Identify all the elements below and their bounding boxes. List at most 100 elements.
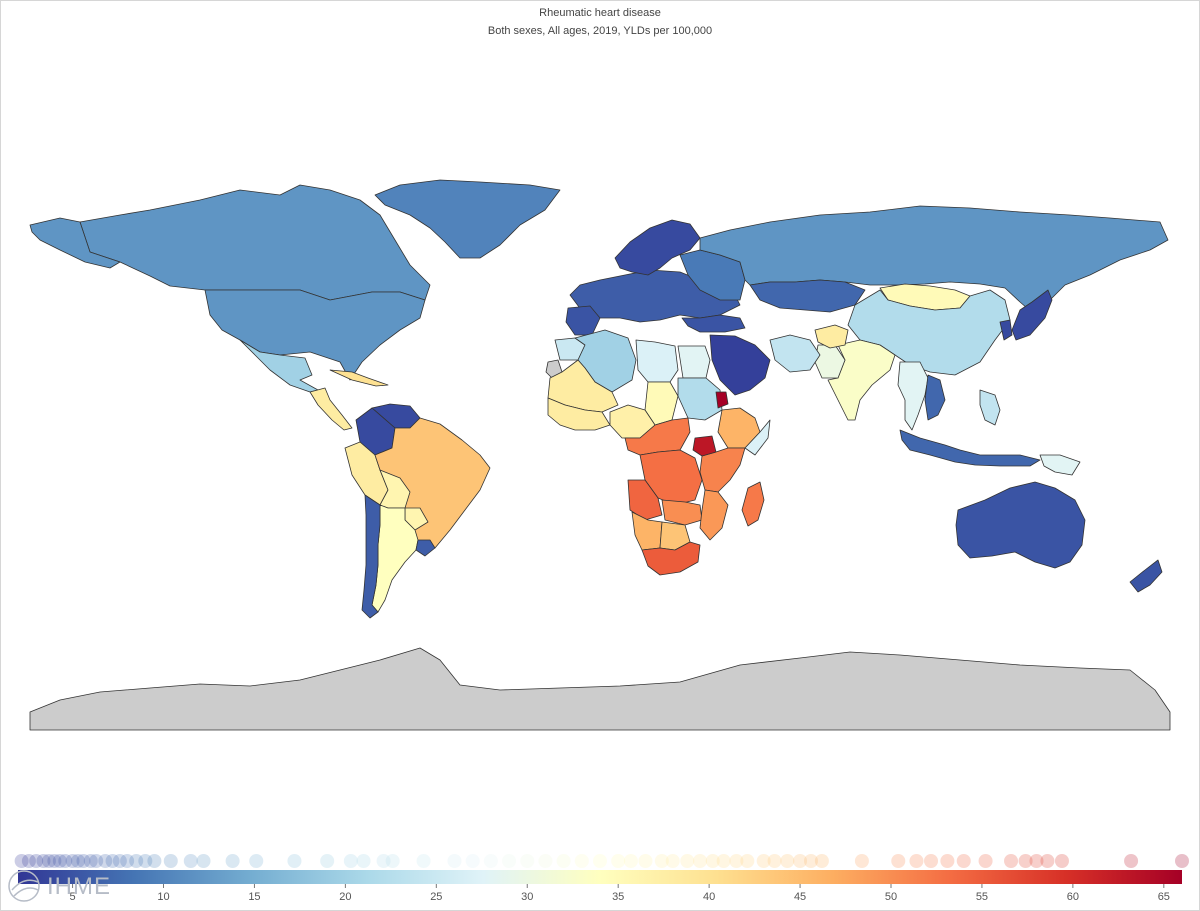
world-map: CanadaUnited States Greenland Alaska Mexico… <box>29 179 1171 731</box>
legend-dot <box>593 854 607 868</box>
legend-tick-label: 60 <box>1067 891 1079 903</box>
region-mozambique[interactable]: Mozambique <box>699 489 729 541</box>
region-papua-new-guinea[interactable]: Papua New Guinea <box>1039 454 1081 476</box>
legend-dot <box>538 854 553 868</box>
legend-dot <box>740 854 755 868</box>
region-afghanistan[interactable]: Afghanistan <box>814 324 849 349</box>
region-turkey[interactable]: Turkey <box>681 314 746 333</box>
legend-tick-label: 55 <box>976 891 988 903</box>
ihme-logo-icon <box>8 870 40 902</box>
legend-dot <box>129 854 144 868</box>
ihme-logo-text: IHME <box>47 873 111 900</box>
legend-dot <box>183 854 198 868</box>
legend-ticks: 5 10 15 20 25 30 35 40 45 50 55 60 65 <box>70 884 1170 903</box>
legend-dot <box>98 854 113 868</box>
region-caribbean[interactable]: Caribbean <box>329 369 389 387</box>
legend-tick-label: 35 <box>612 891 624 903</box>
legend-dot <box>138 854 153 868</box>
legend-dot <box>756 854 771 868</box>
region-japan[interactable]: Japan <box>1011 289 1053 341</box>
region-central-africa[interactable]: Central Africa <box>624 417 691 456</box>
legend-tick-label: 45 <box>794 891 806 903</box>
region-antarctica[interactable]: Antarctica <box>29 647 1171 731</box>
legend-dot <box>14 854 29 868</box>
region-scandinavia[interactable]: Scandinavia <box>614 219 701 276</box>
region-libya[interactable]: Libya <box>635 339 679 383</box>
region-sudan[interactable]: Sudan <box>677 377 723 421</box>
legend-dot <box>465 854 480 868</box>
legend-dot <box>29 854 44 868</box>
legend-dot <box>654 854 669 868</box>
legend-dot <box>356 854 371 868</box>
region-kazakhstan[interactable]: Kazakhstan <box>749 279 866 313</box>
legend-dot <box>225 854 240 868</box>
region-south-africa[interactable]: South Africa <box>641 541 701 576</box>
legend-dot <box>196 854 211 868</box>
legend-dot <box>83 854 98 868</box>
region-united-states[interactable]: United States <box>204 289 426 381</box>
region-iran[interactable]: Iran <box>769 334 821 373</box>
legend-dot <box>814 854 829 868</box>
region-saudi-arabia[interactable]: Saudi Arabia <box>709 334 771 396</box>
region-alaska[interactable]: Alaska <box>29 217 121 269</box>
region-zambia[interactable]: Zambia <box>661 499 703 526</box>
legend-dot <box>71 854 86 868</box>
region-somalia[interactable]: Somalia <box>744 419 771 456</box>
legend-dot <box>1004 854 1019 868</box>
region-madagascar[interactable]: Madagascar <box>741 481 765 527</box>
legend-dot <box>249 854 264 868</box>
legend-dot <box>65 854 80 868</box>
legend-dot <box>1029 854 1044 868</box>
legend-dot <box>36 854 51 868</box>
region-canada[interactable]: Canada <box>79 184 431 301</box>
legend-tick-label: 30 <box>521 891 533 903</box>
region-greenland[interactable]: Greenland <box>374 179 561 259</box>
legend-dot <box>909 854 924 868</box>
legend-dot <box>1018 854 1033 868</box>
legend-dot <box>611 854 626 868</box>
region-east-africa[interactable]: East Africa <box>699 447 746 493</box>
legend-dot <box>21 854 36 868</box>
region-indonesia[interactable]: Indonesia <box>899 429 1041 467</box>
region-vietnam[interactable]: Vietnam <box>924 374 946 421</box>
legend-dot <box>376 854 391 868</box>
region-angola[interactable]: Angola <box>627 479 663 521</box>
legend-dot <box>924 854 939 868</box>
region-korea[interactable]: Korea <box>999 319 1013 341</box>
legend-tick-label: 25 <box>430 891 442 903</box>
legend-dot <box>47 854 62 868</box>
legend-dot <box>978 854 993 868</box>
legend-tick-label: 10 <box>157 891 169 903</box>
legend-color-bar <box>18 870 1182 884</box>
region-australia[interactable]: Australia <box>955 481 1086 569</box>
legend-dot <box>76 854 91 868</box>
legend-dot <box>705 854 720 868</box>
map-subtitle: Both sexes, All ages, 2019, YLDs per 100… <box>487 25 713 37</box>
legend-dot <box>416 854 431 868</box>
region-new-zealand[interactable]: New Zealand <box>1129 559 1163 593</box>
legend-tick-label: 20 <box>339 891 351 903</box>
region-uruguay[interactable]: Uruguay <box>415 539 436 557</box>
legend-dot <box>52 854 67 868</box>
legend-dot <box>343 854 358 868</box>
legend-distribution <box>14 854 1189 868</box>
region-central-america[interactable]: Central America <box>309 387 353 431</box>
legend-dot <box>729 854 744 868</box>
region-chile[interactable]: Chile <box>361 494 381 619</box>
region-eritrea[interactable]: Eritrea <box>715 391 729 409</box>
region-philippines[interactable]: Philippines <box>979 389 1001 426</box>
region-mainland-southeast-asia[interactable]: Mainland Southeast Asia <box>897 361 929 431</box>
region-uganda[interactable]: Uganda <box>692 435 717 457</box>
legend-dot <box>638 854 653 868</box>
legend-dot <box>793 854 808 868</box>
legend-dot <box>112 854 127 868</box>
region-egypt[interactable]: Egypt <box>677 345 711 379</box>
legend-dot <box>385 854 400 868</box>
region-west-africa-coast[interactable]: West Africa Coast <box>547 397 611 431</box>
legend-dot <box>1054 854 1069 868</box>
region-mexico[interactable]: Mexico <box>239 339 319 393</box>
legend-dot <box>41 854 56 868</box>
legend-dot <box>680 854 695 868</box>
legend-dot <box>716 854 731 868</box>
legend-dot <box>483 854 498 868</box>
